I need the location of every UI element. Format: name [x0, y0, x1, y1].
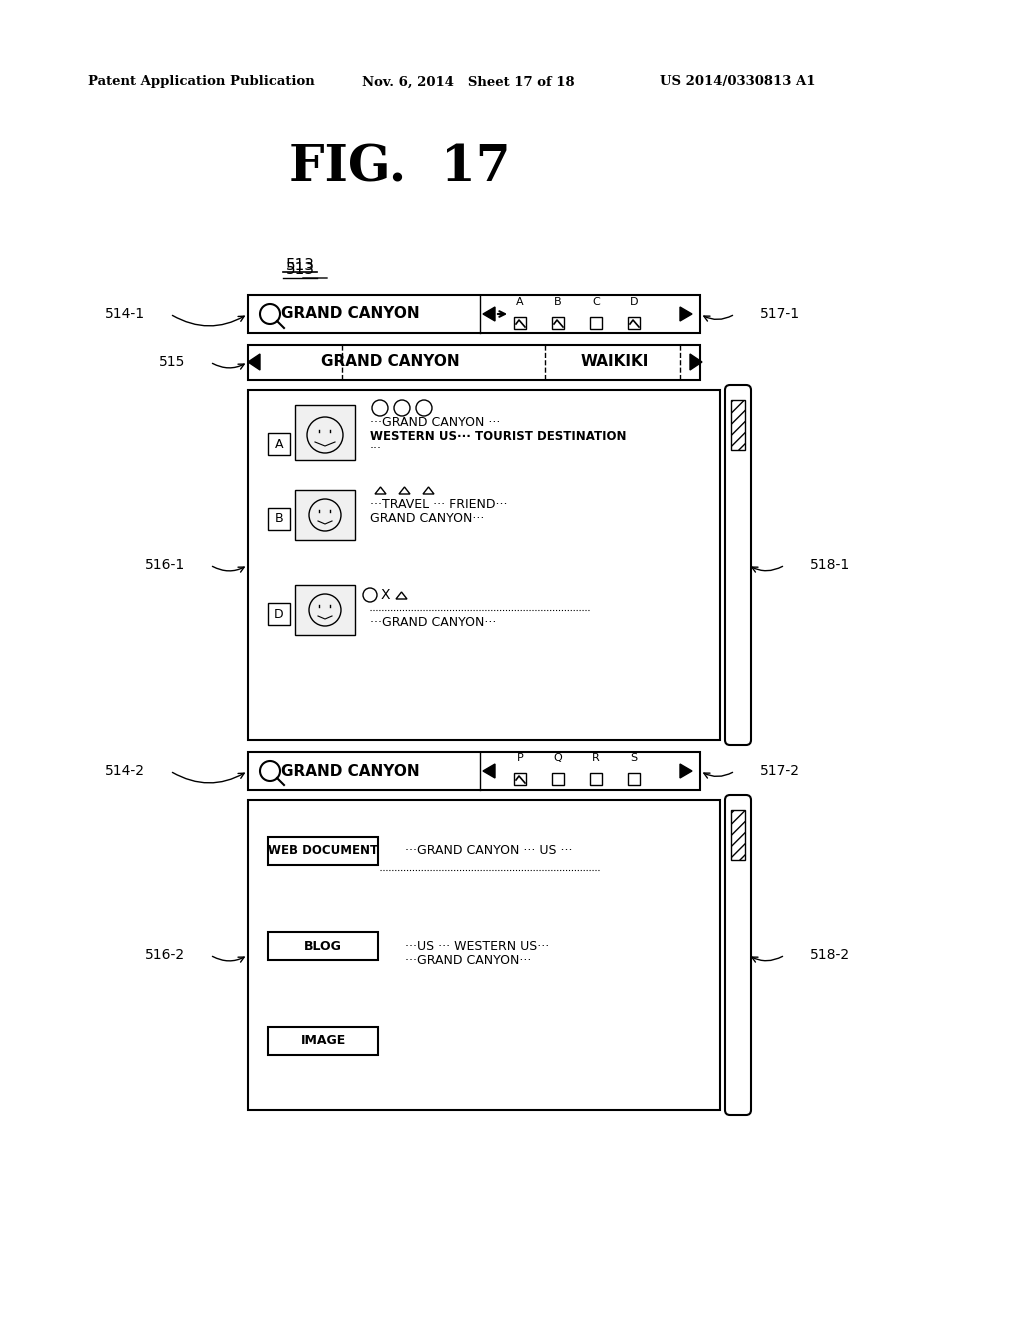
- Bar: [295, 405, 355, 459]
- Text: 515: 515: [159, 355, 185, 370]
- Polygon shape: [399, 487, 410, 494]
- Text: GRAND CANYON: GRAND CANYON: [281, 763, 419, 779]
- Text: ···GRAND CANYON···: ···GRAND CANYON···: [406, 953, 531, 966]
- Text: GRAND CANYON: GRAND CANYON: [281, 306, 419, 322]
- Polygon shape: [690, 354, 702, 370]
- Text: ···US ··· WESTERN US···: ···US ··· WESTERN US···: [406, 940, 549, 953]
- Bar: [268, 508, 290, 531]
- Bar: [248, 294, 700, 333]
- Polygon shape: [396, 591, 407, 599]
- Text: A: A: [516, 297, 524, 308]
- Polygon shape: [248, 354, 260, 370]
- Text: IMAGE: IMAGE: [300, 1035, 346, 1048]
- Text: 516-1: 516-1: [144, 558, 185, 572]
- Text: ···GRAND CANYON ··· US ···: ···GRAND CANYON ··· US ···: [406, 845, 572, 858]
- Text: 516-2: 516-2: [144, 948, 185, 962]
- Polygon shape: [375, 487, 386, 494]
- Bar: [268, 603, 290, 624]
- Polygon shape: [483, 308, 495, 321]
- Text: WAIKIKI: WAIKIKI: [581, 355, 649, 370]
- Bar: [248, 800, 720, 1110]
- Text: ···GRAND CANYON···: ···GRAND CANYON···: [370, 615, 497, 628]
- Text: Q: Q: [554, 752, 562, 763]
- Text: US 2014/0330813 A1: US 2014/0330813 A1: [660, 75, 815, 88]
- Text: 514-1: 514-1: [104, 308, 145, 321]
- Bar: [268, 1027, 378, 1055]
- Text: GRAND CANYON: GRAND CANYON: [321, 355, 460, 370]
- Bar: [552, 317, 564, 329]
- Bar: [628, 317, 640, 329]
- Text: GRAND CANYON···: GRAND CANYON···: [370, 511, 484, 524]
- Text: 518-1: 518-1: [810, 558, 850, 572]
- Text: D: D: [630, 297, 638, 308]
- Text: A: A: [274, 437, 284, 450]
- Bar: [248, 345, 700, 380]
- Text: 517-1: 517-1: [760, 308, 800, 321]
- Text: S: S: [631, 752, 638, 763]
- Bar: [268, 837, 378, 865]
- Polygon shape: [423, 487, 434, 494]
- Text: X: X: [380, 587, 390, 602]
- Bar: [248, 389, 720, 741]
- Text: BLOG: BLOG: [304, 940, 342, 953]
- Text: 514-2: 514-2: [105, 764, 145, 777]
- Bar: [628, 774, 640, 785]
- FancyBboxPatch shape: [725, 385, 751, 744]
- Text: Patent Application Publication: Patent Application Publication: [88, 75, 314, 88]
- Bar: [295, 585, 355, 635]
- Polygon shape: [680, 764, 692, 777]
- Text: B: B: [274, 512, 284, 525]
- Text: ···: ···: [370, 442, 382, 455]
- Text: FIG.  17: FIG. 17: [289, 144, 511, 193]
- Text: Nov. 6, 2014   Sheet 17 of 18: Nov. 6, 2014 Sheet 17 of 18: [362, 75, 574, 88]
- Polygon shape: [680, 308, 692, 321]
- Text: ···TRAVEL ··· FRIEND···: ···TRAVEL ··· FRIEND···: [370, 499, 508, 511]
- Text: R: R: [592, 752, 600, 763]
- Bar: [590, 774, 602, 785]
- Bar: [268, 932, 378, 960]
- Text: D: D: [274, 607, 284, 620]
- Bar: [731, 810, 745, 861]
- Bar: [268, 433, 290, 455]
- Bar: [590, 317, 602, 329]
- Polygon shape: [483, 764, 495, 777]
- Text: B: B: [554, 297, 562, 308]
- Text: 513: 513: [286, 257, 314, 272]
- Bar: [552, 774, 564, 785]
- Text: ···GRAND CANYON ···: ···GRAND CANYON ···: [370, 416, 501, 429]
- Bar: [248, 752, 700, 789]
- Bar: [731, 400, 745, 450]
- Text: P: P: [517, 752, 523, 763]
- Text: C: C: [592, 297, 600, 308]
- Text: 513: 513: [286, 263, 314, 277]
- Text: 517-2: 517-2: [760, 764, 800, 777]
- Text: WESTERN US··· TOURIST DESTINATION: WESTERN US··· TOURIST DESTINATION: [370, 429, 627, 442]
- Text: 518-2: 518-2: [810, 948, 850, 962]
- FancyBboxPatch shape: [725, 795, 751, 1115]
- Text: WEB DOCUMENT: WEB DOCUMENT: [268, 845, 378, 858]
- Bar: [295, 490, 355, 540]
- Bar: [514, 317, 526, 329]
- Bar: [514, 774, 526, 785]
